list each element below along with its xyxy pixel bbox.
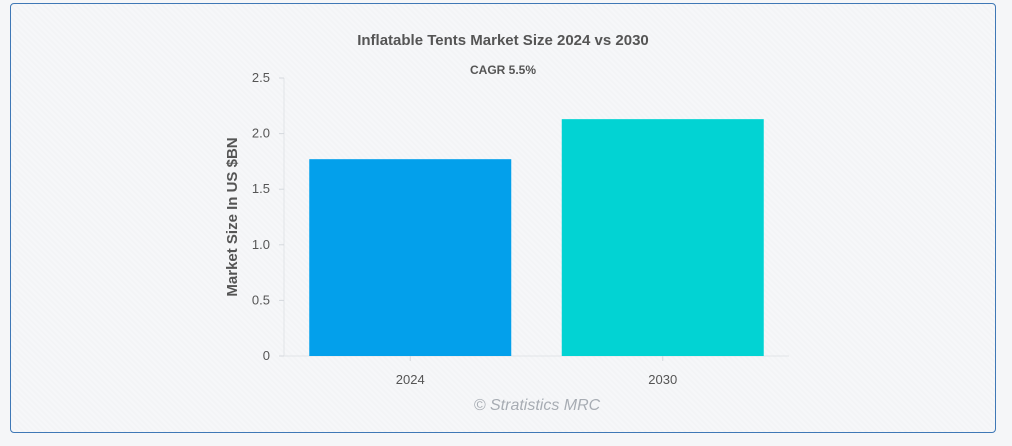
y-tick-label: 1.5: [252, 181, 270, 196]
y-tick-label: 0.5: [252, 292, 270, 307]
y-tick-label: 0: [263, 348, 270, 363]
credit-watermark: © Stratistics MRC: [474, 397, 601, 414]
x-tick-label: 2030: [648, 372, 677, 387]
x-tick-label: 2024: [396, 372, 425, 387]
plot-area: 0 0.5 1.0 1.5 2.0 2.5 2024 2030: [252, 70, 789, 387]
chart-subtitle: CAGR 5.5%: [470, 63, 536, 77]
chart-title: Inflatable Tents Market Size 2024 vs 203…: [357, 32, 649, 49]
bar-2030[interactable]: [561, 119, 764, 356]
y-tick-label: 2.5: [252, 70, 270, 85]
bar-2024[interactable]: [309, 159, 512, 356]
y-axis-label: Market Size In US $BN: [224, 137, 241, 296]
y-tick-label: 2.0: [252, 126, 270, 141]
y-tick-label: 1.0: [252, 237, 270, 252]
